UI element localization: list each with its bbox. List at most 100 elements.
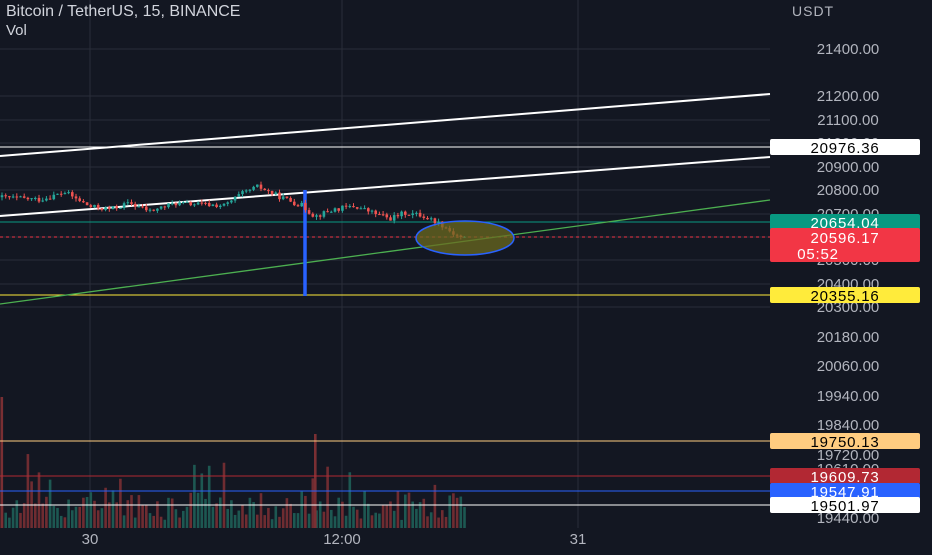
volume-bar: [152, 515, 155, 528]
volume-bar: [89, 492, 93, 528]
candle-body: [237, 194, 241, 197]
volume-bar: [182, 510, 185, 528]
time-axis-tick: 12:00: [323, 531, 361, 548]
candle-body: [74, 196, 78, 199]
candle-body: [34, 197, 37, 199]
candle-body: [219, 205, 222, 207]
candle-body: [167, 203, 170, 208]
overlays[interactable]: [415, 220, 515, 256]
candle-body: [78, 198, 81, 202]
candle-body: [89, 205, 93, 208]
volume-bar: [281, 508, 285, 528]
volume-bar: [370, 515, 374, 528]
drawings[interactable]: [0, 93, 771, 305]
candle-body: [289, 198, 292, 202]
candle-body: [11, 196, 15, 198]
candle-body: [200, 202, 204, 204]
symbol-title[interactable]: Bitcoin / TetherUS, 15, BINANCE: [6, 3, 241, 20]
candle-body: [281, 196, 285, 200]
candle-body: [170, 203, 174, 205]
currency-label: USDT: [792, 3, 835, 19]
volume-bar: [422, 498, 426, 528]
candle-body: [385, 214, 389, 218]
candle-body: [304, 202, 307, 211]
price-label-box: [770, 483, 920, 499]
candle-body: [15, 196, 19, 198]
volume-bar: [189, 492, 192, 528]
volume-bar: [71, 510, 74, 528]
candle-body: [222, 203, 226, 206]
volume-bar: [141, 505, 144, 528]
price-label-text: 20596.17: [811, 230, 880, 247]
candle-body: [133, 203, 137, 207]
volume-bar: [22, 503, 26, 528]
candle-body: [100, 208, 104, 210]
volume-bar: [322, 511, 326, 528]
lower-channel-line: [0, 156, 771, 217]
volume-bar: [400, 519, 403, 528]
candle-body: [381, 214, 385, 216]
volume-bar: [15, 500, 19, 528]
volume-bar: [59, 515, 63, 528]
candle-body: [426, 217, 429, 220]
volume-bar: [433, 484, 437, 528]
price-label-box: [770, 497, 920, 513]
volume-bar: [4, 512, 7, 528]
candle-body: [285, 196, 289, 199]
candle-body: [341, 205, 344, 211]
volume-bar: [211, 506, 215, 528]
candle-body: [189, 201, 192, 206]
volume-bar: [352, 506, 355, 528]
candle-body: [400, 211, 403, 217]
volume-bar: [178, 517, 181, 528]
horizontal-lines[interactable]: [0, 146, 770, 506]
candle-body: [96, 204, 100, 209]
time-axis-bg: [0, 528, 932, 550]
volume-bar: [381, 505, 385, 528]
candle-body: [370, 210, 374, 212]
price-axis-tick: 21200.00: [817, 88, 880, 105]
volume-bar: [263, 515, 266, 528]
volume-bar: [378, 513, 381, 528]
price-axis[interactable]: 21400.0021200.0021100.0021000.0020900.00…: [817, 41, 880, 527]
candle-body: [307, 210, 311, 214]
candle-body: [82, 201, 85, 203]
candle-body: [122, 203, 126, 209]
volume-indicator-label[interactable]: Vol: [6, 22, 27, 39]
candle-body: [270, 190, 274, 195]
candle-body: [148, 209, 152, 211]
volume-bar: [411, 501, 414, 528]
volume-bar: [226, 508, 229, 528]
volume-bar: [363, 490, 366, 528]
volume-bar: [300, 491, 303, 528]
price-axis-tick: 20900.00: [817, 159, 880, 176]
candle-body: [437, 221, 440, 224]
price-label-text: 19501.97: [811, 498, 880, 515]
volume-bar: [167, 497, 170, 528]
volume-bar: [463, 507, 466, 528]
price-axis-tick: 20800.00: [817, 182, 880, 199]
candle-body: [0, 195, 4, 198]
volume-bar: [78, 506, 81, 528]
candle-body: [41, 200, 44, 202]
volume-bar: [174, 509, 178, 528]
candle-body: [252, 186, 255, 190]
candle-body: [163, 206, 167, 208]
volume-bar: [448, 495, 451, 528]
candle-body: [407, 214, 411, 216]
volume-bar: [333, 516, 337, 528]
volume-bar: [359, 518, 363, 528]
candle-body: [59, 193, 63, 195]
candle-body: [115, 206, 118, 209]
volume-bar: [267, 507, 270, 528]
price-axis-tick: 20180.00: [817, 329, 880, 346]
volume-bar: [8, 517, 11, 528]
candle-body: [193, 204, 196, 206]
time-axis[interactable]: 30 12:00 31: [0, 528, 932, 550]
candle-body: [418, 212, 422, 217]
legend: Bitcoin / TetherUS, 15, BINANCE Vol: [6, 2, 240, 40]
volume-bar: [441, 510, 444, 528]
